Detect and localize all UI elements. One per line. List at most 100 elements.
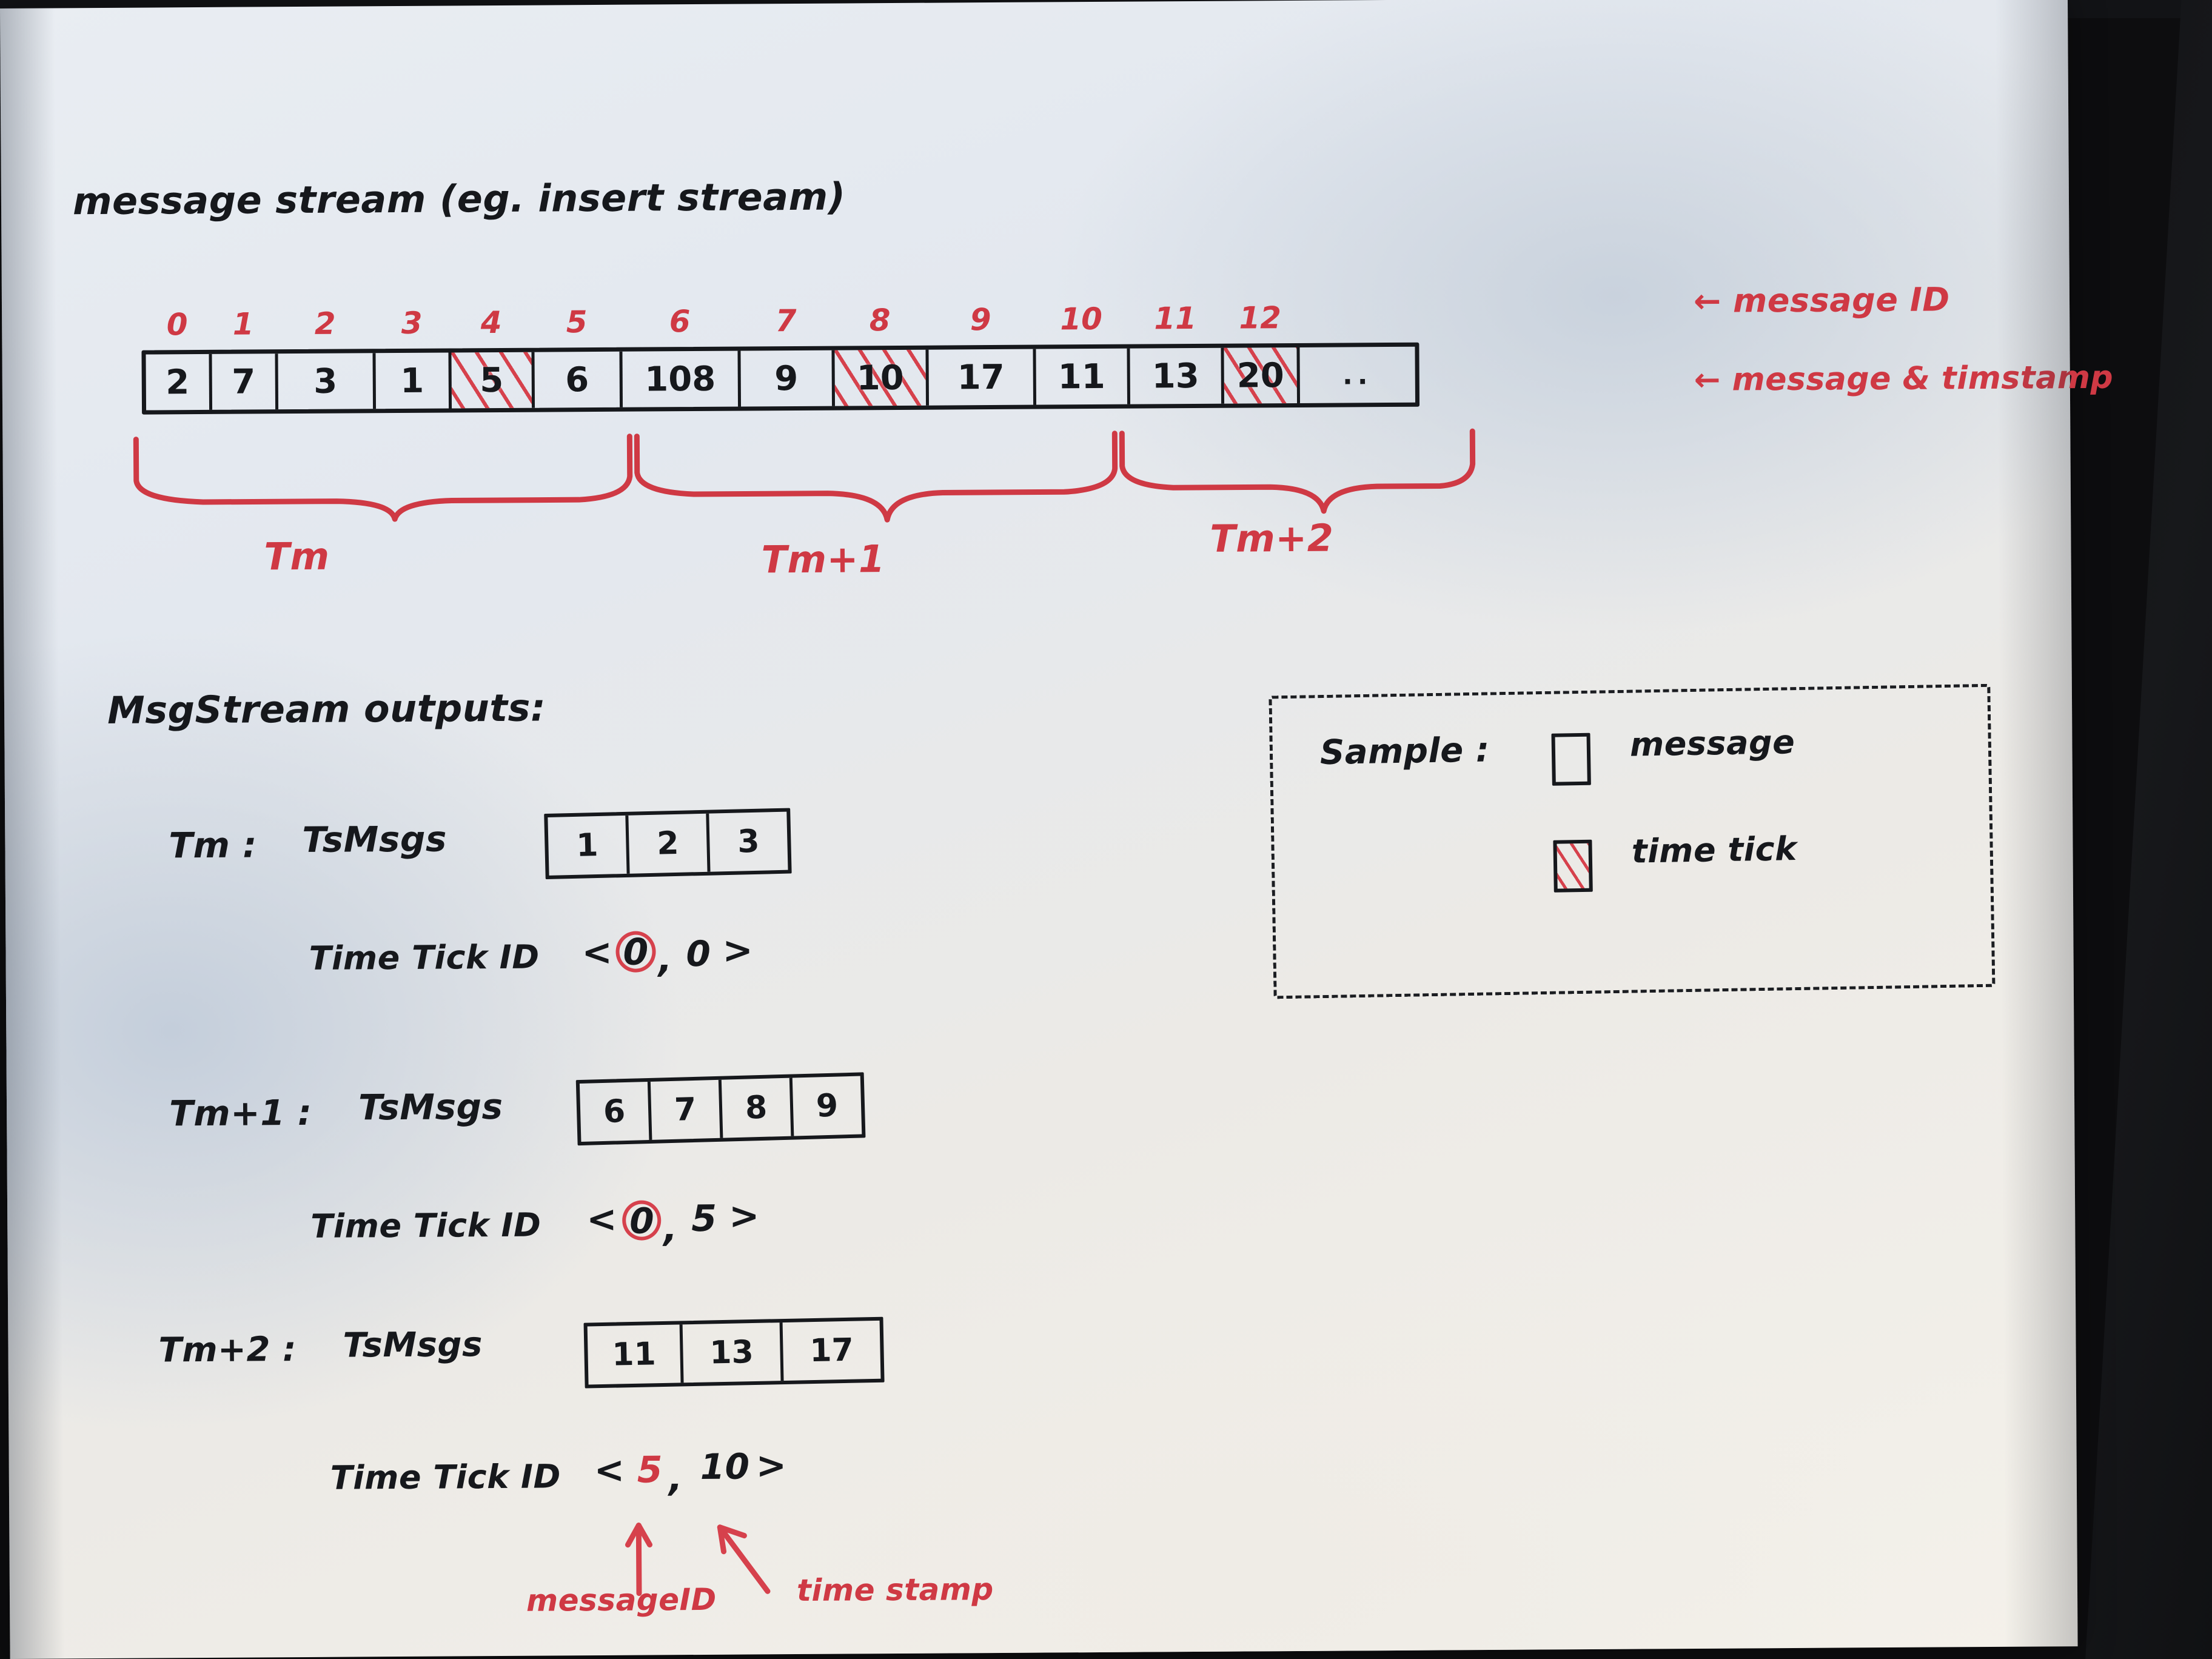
stream-cell-value: 6	[565, 360, 589, 400]
stream-cell-value: ..	[1342, 359, 1373, 390]
stream-cell[interactable]: 6 108	[622, 304, 742, 407]
stream-cell-value: 7	[232, 361, 256, 402]
stream-cell-value: 2	[166, 362, 190, 402]
output-timetick-comma: ,	[668, 1457, 683, 1500]
stream-index-label: 2	[314, 306, 336, 341]
stream-index-label: 1	[232, 306, 254, 342]
output-msg-cell[interactable]: 2	[628, 813, 711, 874]
stream-cell-value: 20	[1236, 355, 1284, 396]
output-timetick-close: >	[756, 1444, 787, 1487]
arrow-up-timestamp-icon	[717, 1524, 771, 1594]
stream-cell-value: 9	[774, 358, 799, 398]
stream-cell[interactable]: 1 7	[212, 306, 279, 410]
stream-cell-timetick[interactable]: 4 5	[451, 305, 535, 409]
stream-index-label: 8	[869, 303, 891, 338]
stream-index-label: 5	[566, 304, 588, 340]
output-timetick-close: >	[722, 929, 754, 972]
notebook-paper: message stream (eg. insert stream) 0 2 1…	[0, 0, 2113, 1659]
output-msg-cell[interactable]: 3	[737, 823, 760, 860]
timetick-swatch-icon	[1553, 839, 1593, 893]
stream-cell-value: 5	[480, 360, 504, 400]
output-timetick-ts: 5	[691, 1197, 717, 1241]
output-msgs-label: TsMsgs	[358, 1085, 503, 1128]
stream-cell[interactable]: 3 1	[375, 306, 452, 409]
stream-cell-timetick[interactable]: 8 10	[834, 303, 930, 406]
annotation-message-timestamp: ← message & timstamp	[1694, 359, 2114, 398]
stream-cell[interactable]: 0 2	[146, 307, 213, 411]
legend-label: message	[1629, 723, 1795, 764]
output-msg-cell[interactable]: 6	[579, 1081, 652, 1142]
stream-index-label: 11	[1154, 300, 1197, 337]
message-stream-diagram: 0 2 1 7 2 3 3 1 4 5 5 6	[141, 300, 1420, 415]
output-timetick-ts: 0	[686, 933, 711, 975]
output-window-label: Tm+1 :	[169, 1091, 312, 1134]
stream-index-label: 4	[480, 304, 502, 341]
output-timetick-open: <	[594, 1449, 625, 1492]
output-timetick-open: <	[586, 1198, 618, 1241]
output-window-label: Tm :	[169, 824, 258, 866]
callout-label-message-id: messageID	[526, 1581, 717, 1618]
output-window-label: Tm+2 :	[158, 1330, 297, 1370]
brace-tm	[133, 434, 633, 522]
legend-title: Sample :	[1319, 730, 1490, 773]
arrow-up-message-id-icon	[635, 1523, 642, 1597]
timetick-id-highlight-ring	[622, 1200, 662, 1241]
legend-item-message: message	[1551, 723, 1795, 786]
stream-cell-value: 108	[645, 359, 716, 400]
output-timetick-id: 5	[637, 1449, 663, 1492]
legend-box: Sample : message time tick	[1269, 683, 1996, 999]
group-braces	[133, 428, 1476, 523]
callout-arrows	[625, 1523, 771, 1597]
brace-label-tm: Tm	[264, 534, 330, 579]
stream-index-label: 9	[970, 302, 991, 338]
message-stream-row: 0 2 1 7 2 3 3 1 4 5 5 6	[141, 300, 1420, 415]
page-title: message stream (eg. insert stream)	[72, 174, 846, 224]
stream-index-label: 12	[1239, 300, 1282, 336]
annotation-message-id: ← message ID	[1693, 280, 1950, 320]
stream-cell[interactable]: 7 9	[740, 303, 836, 407]
stream-index-label: 6	[669, 304, 691, 340]
stream-index-label: 10	[1060, 301, 1103, 337]
timetick-id-highlight-ring	[615, 931, 656, 973]
output-timetick-label: Time Tick ID	[330, 1457, 561, 1497]
legend-label: time tick	[1631, 830, 1798, 871]
legend-item-timetick: time tick	[1553, 830, 1797, 893]
brace-label-tm-plus-1: Tm+1	[761, 537, 885, 582]
stream-cell[interactable]: 2 3	[278, 306, 377, 410]
paper-shadow-left	[0, 8, 65, 1659]
stream-cell[interactable]: 10 11	[1036, 301, 1131, 405]
brace-tm-plus-2	[1119, 428, 1476, 514]
output-msg-cell[interactable]: 17	[809, 1332, 854, 1370]
message-swatch-icon	[1551, 732, 1591, 786]
stream-cell-value: 13	[1151, 356, 1199, 396]
brace-label-tm-plus-2: Tm+2	[1210, 515, 1334, 561]
output-timetick-close: >	[728, 1195, 760, 1238]
stream-index-label: 3	[401, 305, 423, 341]
stream-cell-timetick[interactable]: 12 20	[1224, 300, 1301, 404]
output-msg-cell[interactable]: 7	[650, 1079, 723, 1140]
output-timetick-open: <	[581, 931, 613, 974]
stream-cell[interactable]: 11 13	[1130, 301, 1225, 404]
paper-shadow-right	[1994, 0, 2078, 1647]
output-msgs-box: 6 7 8 9	[575, 1072, 866, 1146]
output-msg-cell[interactable]: 1	[548, 815, 630, 876]
output-timetick-comma: ,	[658, 938, 673, 981]
stream-index-label: 0	[166, 307, 188, 343]
stream-cell-value: 10	[856, 358, 904, 398]
stream-cell-value: 11	[1057, 357, 1105, 397]
output-msg-cell[interactable]: 8	[721, 1078, 794, 1138]
stream-cell-value: 17	[957, 357, 1005, 397]
stream-cell[interactable]: 5 6	[534, 304, 623, 408]
output-timetick-comma: ,	[663, 1207, 678, 1250]
stream-index-label: 7	[775, 303, 797, 339]
output-msg-cell[interactable]: 11	[587, 1324, 684, 1385]
callout-label-timestamp: time stamp	[796, 1572, 994, 1609]
stream-cell[interactable]: 9 17	[928, 302, 1037, 406]
output-msg-cell[interactable]: 9	[816, 1087, 839, 1125]
output-msgs-box: 1 2 3	[544, 808, 792, 880]
stream-cell-value: 1	[400, 361, 424, 401]
output-msgs-label: TsMsgs	[302, 818, 447, 860]
brace-tm-plus-1	[634, 431, 1118, 523]
output-msg-cell[interactable]: 13	[682, 1322, 784, 1383]
stream-cell-continuation: ..	[1299, 347, 1415, 403]
